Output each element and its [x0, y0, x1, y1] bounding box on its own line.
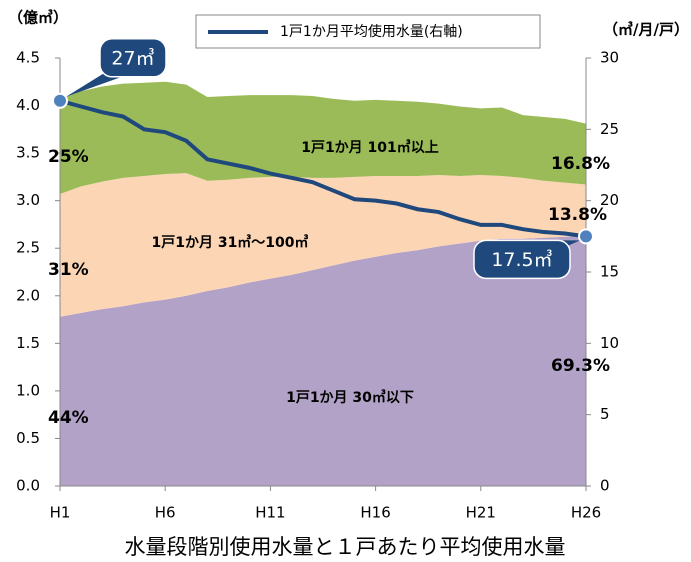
annotation: 31%	[48, 260, 89, 280]
y-tick-label: 1.0	[16, 381, 40, 399]
y-tick-label: 0.5	[16, 429, 40, 447]
area-label: 1戸1か月 30㎥以下	[286, 389, 414, 406]
y2-axis-label: （㎥/月/戸）	[603, 21, 689, 39]
x-tick-label: H21	[466, 504, 496, 522]
x-tick-label: H16	[360, 504, 390, 522]
y-tick-label: 4.0	[16, 96, 40, 114]
y-tick-label: 2.0	[16, 286, 40, 304]
y2-tick-label: 15	[600, 263, 619, 281]
annotation: 16.8%	[551, 154, 610, 174]
y2-tick-label: 0	[600, 477, 610, 495]
area-label: 1戸1か月 31㎥～100㎥	[151, 234, 308, 251]
y-tick-label: 3.0	[16, 191, 40, 209]
area	[60, 235, 586, 486]
callout	[473, 239, 571, 280]
legend-label: 1戸1か月平均使用水量(右軸)	[280, 23, 463, 40]
callout	[99, 38, 167, 78]
point	[52, 92, 68, 109]
data-label: 17.5㎥	[491, 249, 552, 271]
y-tick-label: 0.0	[16, 477, 40, 495]
callout-pointer	[66, 70, 122, 97]
y2-tick-label: 10	[600, 334, 619, 352]
x-tick-label: H6	[155, 504, 176, 522]
y-tick-label: 2.5	[16, 239, 40, 257]
y2-tick-label: 5	[600, 405, 610, 423]
chart-title: 水量段階別使用水量と１戸あたり平均使用水量	[125, 535, 566, 559]
annotation: 69.3%	[551, 356, 610, 376]
annotation: 44%	[48, 408, 89, 428]
area	[60, 173, 586, 317]
x-tick-label: H11	[255, 504, 285, 522]
y2-tick-label: 30	[600, 49, 619, 67]
y-tick-label: 3.5	[16, 144, 40, 162]
area	[60, 81, 586, 195]
annotation: 13.8%	[548, 205, 607, 225]
line	[59, 98, 587, 239]
point	[578, 228, 594, 245]
annotation: 25%	[48, 147, 89, 167]
y-tick-label: 1.5	[16, 334, 40, 352]
y2-tick-label: 25	[600, 120, 619, 138]
data-label: 27㎥	[111, 47, 154, 69]
y-axis-label: （億㎥）	[8, 9, 68, 27]
y2-tick-label: 20	[600, 191, 619, 209]
y-tick-label: 4.5	[16, 49, 40, 67]
x-tick-label: H26	[571, 504, 601, 522]
x-tick-label: H1	[50, 504, 71, 522]
area-label: 1戸1か月 101㎥以上	[301, 139, 439, 156]
